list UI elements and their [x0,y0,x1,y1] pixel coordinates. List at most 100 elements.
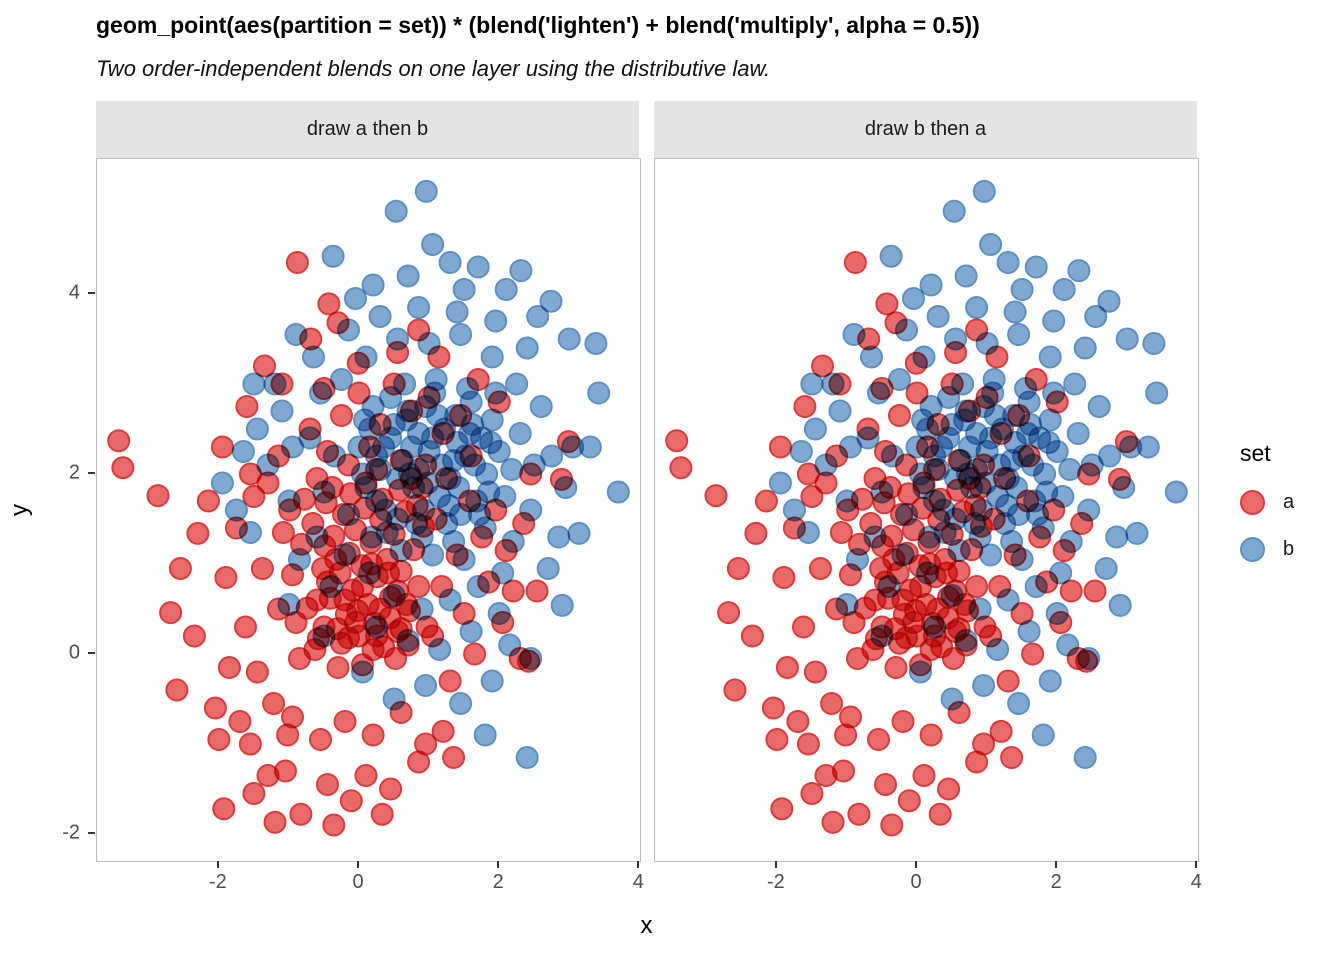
data-point-b [396,264,420,288]
x-tick-mark [1055,861,1058,868]
data-point-a [803,660,827,684]
plot-title: geom_point(aes(partition = set)) * (blen… [96,12,980,38]
data-point-b [965,296,989,319]
data-point-a [947,449,971,472]
y-tick-mark [88,652,95,654]
data-point-b [1003,300,1027,324]
data-point-a [182,624,206,648]
data-point-b [501,530,525,553]
data-point-b [1125,521,1149,545]
data-point-b [410,597,434,621]
y-tick-label: 2 [68,461,80,484]
data-point-a [1017,444,1041,468]
data-point-a [765,728,789,751]
x-tick-label: 4 [632,871,644,893]
data-point-a [965,750,989,774]
data-point-a [234,615,257,639]
data-point-b [1094,557,1118,580]
data-point-b [480,345,504,369]
data-point-a [263,810,287,834]
x-tick-label: 2 [492,871,504,893]
data-point-b [256,453,280,477]
data-point-b [395,408,419,432]
data-point-b [445,300,469,324]
data-point-a [902,518,925,542]
data-point-b [351,660,374,684]
data-point-b [353,408,377,432]
data-point-a [431,719,455,743]
data-point-a [309,728,332,751]
data-point-b [365,615,389,639]
data-point-b [224,498,248,522]
data-point-b [321,244,345,268]
data-point-a [874,773,897,796]
data-point-b [421,426,445,450]
data-point-a [333,710,357,733]
data-point-b [879,244,903,268]
data-point-a [146,484,170,508]
data-point-a [863,588,887,612]
data-point-b [554,476,578,499]
data-point-a [870,615,894,639]
y-tick-label: -2 [62,821,80,844]
data-point-a [953,593,977,616]
data-point-a [326,656,350,679]
data-point-b [1016,422,1040,445]
data-point-a [820,692,844,715]
data-point-a [989,422,1013,445]
data-point-a [271,521,295,544]
data-point-a [212,797,236,821]
data-point-a [207,728,231,751]
facet-strip-draw-a-then-b: draw a then b [96,101,639,158]
data-point-a [958,399,982,423]
data-point-b [319,575,343,598]
data-point-a [928,802,952,826]
data-point-b [302,345,325,369]
data-point-b [428,638,452,661]
data-point-a [1108,467,1131,491]
legend-item-a: a [1240,489,1340,516]
data-point-b [312,624,336,648]
data-point-a [377,561,400,585]
data-point-b [1115,327,1139,351]
data-point-b [1136,435,1160,459]
data-point-b [1024,255,1048,279]
data-point-a [1042,498,1066,522]
data-point-b [547,525,571,549]
data-point-b [1007,692,1031,715]
data-point-b [979,233,1003,256]
data-point-a [960,538,984,562]
data-point-b [480,408,504,432]
data-point-b [1007,323,1031,346]
data-point-a [800,782,824,805]
data-point-b [1058,458,1082,481]
data-point-a [1035,570,1059,594]
data-point-a [245,660,269,684]
x-tick-label: 0 [352,871,364,893]
data-point-b [803,417,827,441]
data-point-b [479,431,503,454]
data-point-b [1010,278,1034,301]
data-point-a [754,489,778,513]
data-point-b [417,332,441,355]
data-point-a [897,482,921,506]
data-point-b [1098,444,1122,468]
data-point-b [284,323,308,346]
data-point-b [578,435,602,459]
data-point-a [262,692,286,715]
data-point-b [337,318,360,342]
data-point-a [111,456,135,480]
data-point-b [421,233,445,256]
data-point-b [466,255,490,279]
data-point-b [466,575,490,598]
data-point-a [1083,579,1107,603]
data-point-a [159,601,183,625]
data-point-b [942,199,966,223]
data-point-b [449,323,473,346]
data-point-a [322,813,346,837]
data-point-a [989,719,1013,743]
data-point-a [880,813,904,837]
legend-title: set [1240,440,1271,466]
data-point-b [902,287,925,310]
data-point-a [786,710,810,733]
